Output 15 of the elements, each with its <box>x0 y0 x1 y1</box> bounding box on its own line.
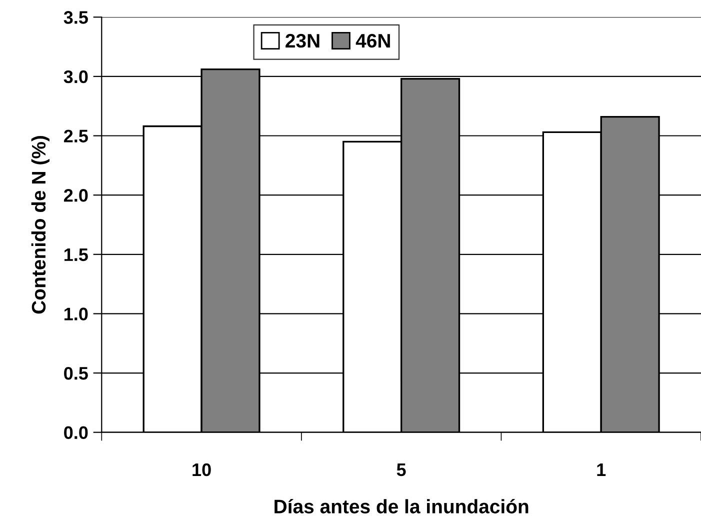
y-tick-label: 0.5 <box>64 366 88 380</box>
y-tick-label: 1.0 <box>64 308 88 320</box>
x-axis-title: Días antes de la inundación <box>274 498 528 514</box>
y-axis-title: Contenido de N (%) <box>31 136 50 314</box>
y-tick-label: 1.5 <box>64 248 88 262</box>
y-tick-label: 3.5 <box>64 11 88 24</box>
y-tick-label: 2.5 <box>64 130 88 142</box>
x-tick-label: 5 <box>396 464 406 476</box>
legend-label: 46N <box>356 34 390 48</box>
y-tick-label: 0.0 <box>64 426 88 440</box>
y-tick-label: 2.0 <box>64 189 88 202</box>
x-tick-label: 1 <box>597 464 606 476</box>
y-tick-label: 3.0 <box>64 70 88 84</box>
legend-label: 23N <box>286 34 320 48</box>
x-tick-label: 10 <box>192 463 211 476</box>
